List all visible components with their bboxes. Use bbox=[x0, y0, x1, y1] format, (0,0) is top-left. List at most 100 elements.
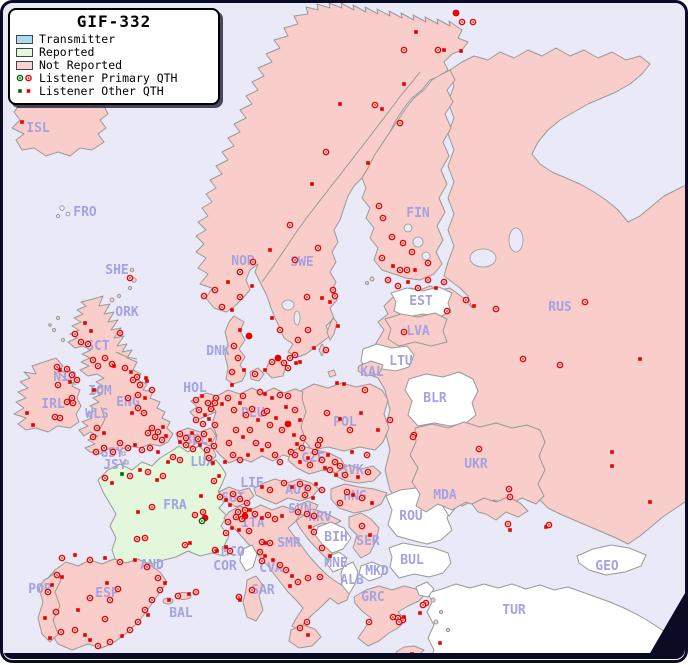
listener-marker bbox=[94, 362, 102, 370]
listener-marker bbox=[189, 445, 197, 453]
country-label-mda: MDA bbox=[433, 488, 457, 503]
primary-qth-icon bbox=[16, 74, 32, 82]
country-label-sui: SUI bbox=[221, 491, 244, 506]
listener-marker bbox=[334, 473, 338, 477]
listener-marker bbox=[89, 356, 97, 364]
listener-marker bbox=[195, 406, 203, 414]
listener-marker bbox=[413, 268, 417, 272]
listener-marker bbox=[326, 453, 330, 457]
listener-marker bbox=[192, 416, 200, 424]
listener-marker bbox=[143, 563, 151, 571]
listener-marker bbox=[124, 394, 132, 402]
listener-marker bbox=[110, 481, 114, 485]
listener-marker bbox=[256, 548, 264, 556]
listener-marker bbox=[581, 298, 589, 306]
island-sicily bbox=[288, 624, 322, 649]
listener-marker bbox=[294, 336, 302, 344]
country-label-blr: BLR bbox=[423, 391, 447, 406]
listener-marker bbox=[418, 611, 422, 615]
listener-marker bbox=[610, 464, 614, 468]
listener-marker bbox=[101, 615, 109, 623]
listener-marker bbox=[303, 510, 311, 518]
listener-marker bbox=[341, 471, 349, 479]
country-label-mne: MNE bbox=[324, 556, 347, 571]
listener-marker bbox=[314, 482, 318, 486]
listener-marker bbox=[134, 404, 142, 412]
listener-marker bbox=[229, 451, 237, 459]
listener-marker bbox=[256, 388, 264, 396]
listener-marker bbox=[200, 292, 208, 300]
listener-marker bbox=[236, 495, 244, 503]
listener-marker bbox=[143, 396, 147, 400]
listener-marker bbox=[116, 329, 124, 337]
country-label-hol: HOL bbox=[183, 381, 207, 396]
listener-marker bbox=[306, 456, 310, 460]
listener-marker bbox=[251, 510, 259, 518]
listener-marker bbox=[224, 545, 228, 549]
listener-marker bbox=[207, 417, 211, 421]
listener-marker bbox=[282, 566, 290, 574]
listener-marker bbox=[356, 475, 360, 479]
listener-marker bbox=[402, 82, 406, 86]
listener-marker bbox=[92, 388, 96, 392]
listener-marker bbox=[116, 558, 124, 566]
listener-marker bbox=[280, 479, 288, 487]
listener-marker bbox=[146, 613, 150, 617]
listener-marker bbox=[228, 503, 232, 507]
listener-marker bbox=[144, 429, 152, 437]
country-belarus bbox=[404, 371, 479, 427]
listener-marker bbox=[250, 284, 254, 288]
listener-marker bbox=[83, 633, 87, 637]
legend-title: GIF-332 bbox=[76, 12, 152, 31]
island-bornholm bbox=[327, 369, 337, 378]
listener-marker bbox=[295, 442, 299, 446]
listener-marker bbox=[216, 493, 224, 501]
listener-marker bbox=[318, 486, 326, 494]
listener-marker bbox=[192, 396, 200, 404]
listener-marker bbox=[388, 233, 396, 241]
listener-marker bbox=[53, 363, 61, 371]
listener-markers bbox=[8, 9, 652, 656]
listener-marker bbox=[176, 456, 184, 464]
country-label-fra: FRA bbox=[163, 498, 187, 513]
listener-marker bbox=[251, 370, 259, 378]
listener-marker bbox=[270, 316, 274, 320]
listener-marker bbox=[188, 541, 192, 545]
listener-marker bbox=[266, 486, 274, 494]
listener-marker bbox=[218, 303, 226, 311]
listener-marker bbox=[215, 549, 219, 553]
listener-marker bbox=[94, 642, 102, 650]
listener-marker bbox=[182, 434, 190, 442]
island-corsica bbox=[239, 544, 258, 572]
listener-marker bbox=[440, 278, 448, 286]
listener-marker bbox=[43, 616, 47, 620]
country-label-kal: KAL bbox=[360, 365, 384, 380]
listener-marker bbox=[248, 405, 256, 413]
listener-marker bbox=[402, 615, 406, 619]
legend-swatch bbox=[16, 47, 33, 57]
listener-marker bbox=[443, 307, 451, 315]
listener-marker bbox=[263, 554, 267, 558]
listener-marker bbox=[406, 280, 410, 284]
listener-marker bbox=[248, 586, 256, 594]
listener-marker bbox=[243, 499, 251, 507]
listener-marker bbox=[130, 411, 134, 415]
listener-marker bbox=[224, 498, 228, 502]
listener-marker bbox=[148, 596, 156, 604]
listener-marker bbox=[83, 321, 87, 325]
listener-marker bbox=[68, 380, 72, 384]
country-latvia bbox=[384, 312, 448, 347]
listener-marker bbox=[211, 461, 215, 465]
listener-marker bbox=[343, 488, 351, 496]
listener-marker bbox=[25, 74, 32, 82]
listener-marker bbox=[276, 326, 284, 334]
listener-marker bbox=[322, 346, 330, 354]
listener-marker bbox=[366, 161, 370, 165]
listener-marker bbox=[274, 416, 278, 420]
listener-marker bbox=[121, 364, 129, 372]
listener-marker bbox=[226, 547, 234, 555]
listener-marker bbox=[303, 293, 311, 301]
region-crimea bbox=[471, 496, 529, 521]
listener-marker bbox=[88, 638, 92, 642]
